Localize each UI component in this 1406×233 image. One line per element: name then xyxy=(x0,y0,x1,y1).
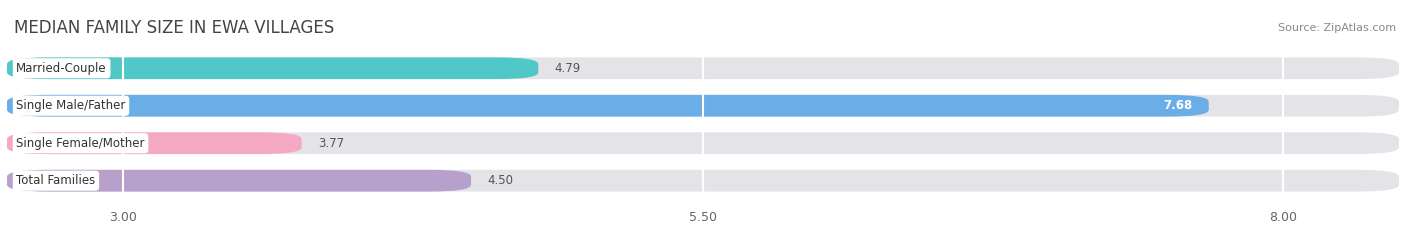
FancyBboxPatch shape xyxy=(7,132,1399,154)
Text: Single Female/Mother: Single Female/Mother xyxy=(17,137,145,150)
Text: 4.79: 4.79 xyxy=(554,62,581,75)
FancyBboxPatch shape xyxy=(7,170,1399,192)
Text: 7.68: 7.68 xyxy=(1163,99,1192,112)
FancyBboxPatch shape xyxy=(7,57,1399,79)
Text: Source: ZipAtlas.com: Source: ZipAtlas.com xyxy=(1278,23,1396,33)
Text: Total Families: Total Families xyxy=(17,174,96,187)
Text: 3.77: 3.77 xyxy=(318,137,344,150)
FancyBboxPatch shape xyxy=(7,95,1399,116)
Text: Single Male/Father: Single Male/Father xyxy=(17,99,125,112)
FancyBboxPatch shape xyxy=(7,132,302,154)
Text: Married-Couple: Married-Couple xyxy=(17,62,107,75)
FancyBboxPatch shape xyxy=(7,95,1209,116)
FancyBboxPatch shape xyxy=(7,170,471,192)
Text: 4.50: 4.50 xyxy=(488,174,513,187)
FancyBboxPatch shape xyxy=(7,57,538,79)
Text: MEDIAN FAMILY SIZE IN EWA VILLAGES: MEDIAN FAMILY SIZE IN EWA VILLAGES xyxy=(14,19,335,37)
